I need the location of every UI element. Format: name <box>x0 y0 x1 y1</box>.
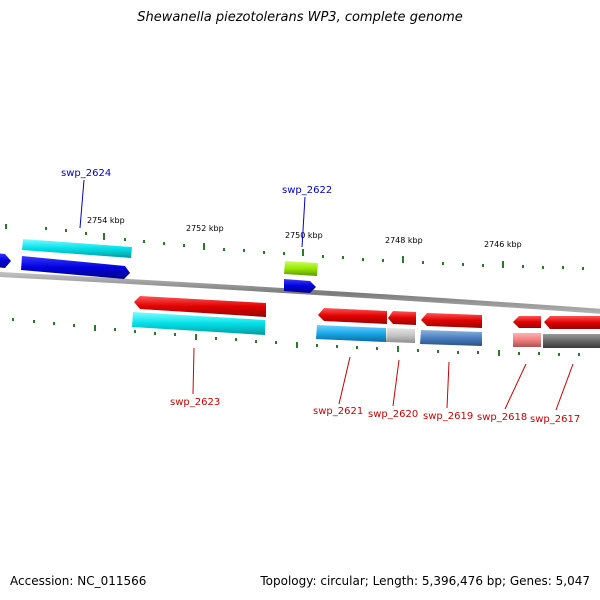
callout-line-swp-2619 <box>446 361 450 409</box>
callout-line-swp-2617 <box>555 363 574 411</box>
position-label-2750: 2750 kbp <box>285 231 323 240</box>
feature-swp-2622-cds[interactable] <box>284 261 318 276</box>
gene-label-swp-2624[interactable]: swp_2624 <box>61 168 111 179</box>
callout-line-swp-2622 <box>301 196 306 248</box>
position-label-2746: 2746 kbp <box>484 240 522 249</box>
feature-swp-2621-cds[interactable] <box>316 325 386 342</box>
feature-swp-2621-gene[interactable] <box>318 308 387 324</box>
callout-line-swp-2623 <box>192 347 195 395</box>
feature-swp-2617-cds[interactable] <box>543 334 600 348</box>
chromosome-backbone <box>0 272 600 314</box>
feature-swp-2624-cds[interactable] <box>22 239 132 258</box>
position-label-2752: 2752 kbp <box>186 224 224 233</box>
position-label-2754: 2754 kbp <box>87 216 125 225</box>
upper-tick-row <box>5 224 584 270</box>
feature-edge-gene[interactable] <box>0 253 11 268</box>
accession-text: Accession: NC_011566 <box>10 574 147 588</box>
gene-label-swp-2623[interactable]: swp_2623 <box>170 397 220 408</box>
callout-line-swp-2624 <box>79 179 85 229</box>
map-title: Shewanella piezotolerans WP3, complete g… <box>137 10 463 25</box>
lower-tick-row <box>12 318 580 356</box>
feature-swp-2623-gene[interactable] <box>134 296 266 317</box>
gene-label-swp-2619[interactable]: swp_2619 <box>423 411 473 422</box>
position-label-2748: 2748 kbp <box>385 236 423 245</box>
gene-label-swp-2617[interactable]: swp_2617 <box>530 414 580 425</box>
gene-label-swp-2621[interactable]: swp_2621 <box>313 406 363 417</box>
callout-line-swp-2621 <box>338 356 351 405</box>
feature-swp-2618-gene[interactable] <box>513 316 541 328</box>
genome-summary-text: Topology: circular; Length: 5,396,476 bp… <box>260 574 590 588</box>
feature-swp-2620-cds[interactable] <box>386 328 415 343</box>
feature-swp-2619-cds[interactable] <box>420 330 482 346</box>
feature-swp-2618-cds[interactable] <box>513 333 541 347</box>
feature-swp-2624-gene[interactable] <box>21 256 130 279</box>
gene-label-swp-2622[interactable]: swp_2622 <box>282 185 332 196</box>
gene-label-swp-2618[interactable]: swp_2618 <box>477 412 527 423</box>
feature-swp-2620-gene[interactable] <box>388 311 416 325</box>
feature-swp-2623-cds[interactable] <box>132 312 265 335</box>
callout-line-swp-2618 <box>504 363 527 410</box>
feature-swp-2622-gene[interactable] <box>284 279 316 293</box>
feature-swp-2617-gene[interactable] <box>544 316 600 329</box>
gene-label-swp-2620[interactable]: swp_2620 <box>368 409 418 420</box>
feature-swp-2619-gene[interactable] <box>421 313 482 328</box>
callout-line-swp-2620 <box>392 359 400 407</box>
